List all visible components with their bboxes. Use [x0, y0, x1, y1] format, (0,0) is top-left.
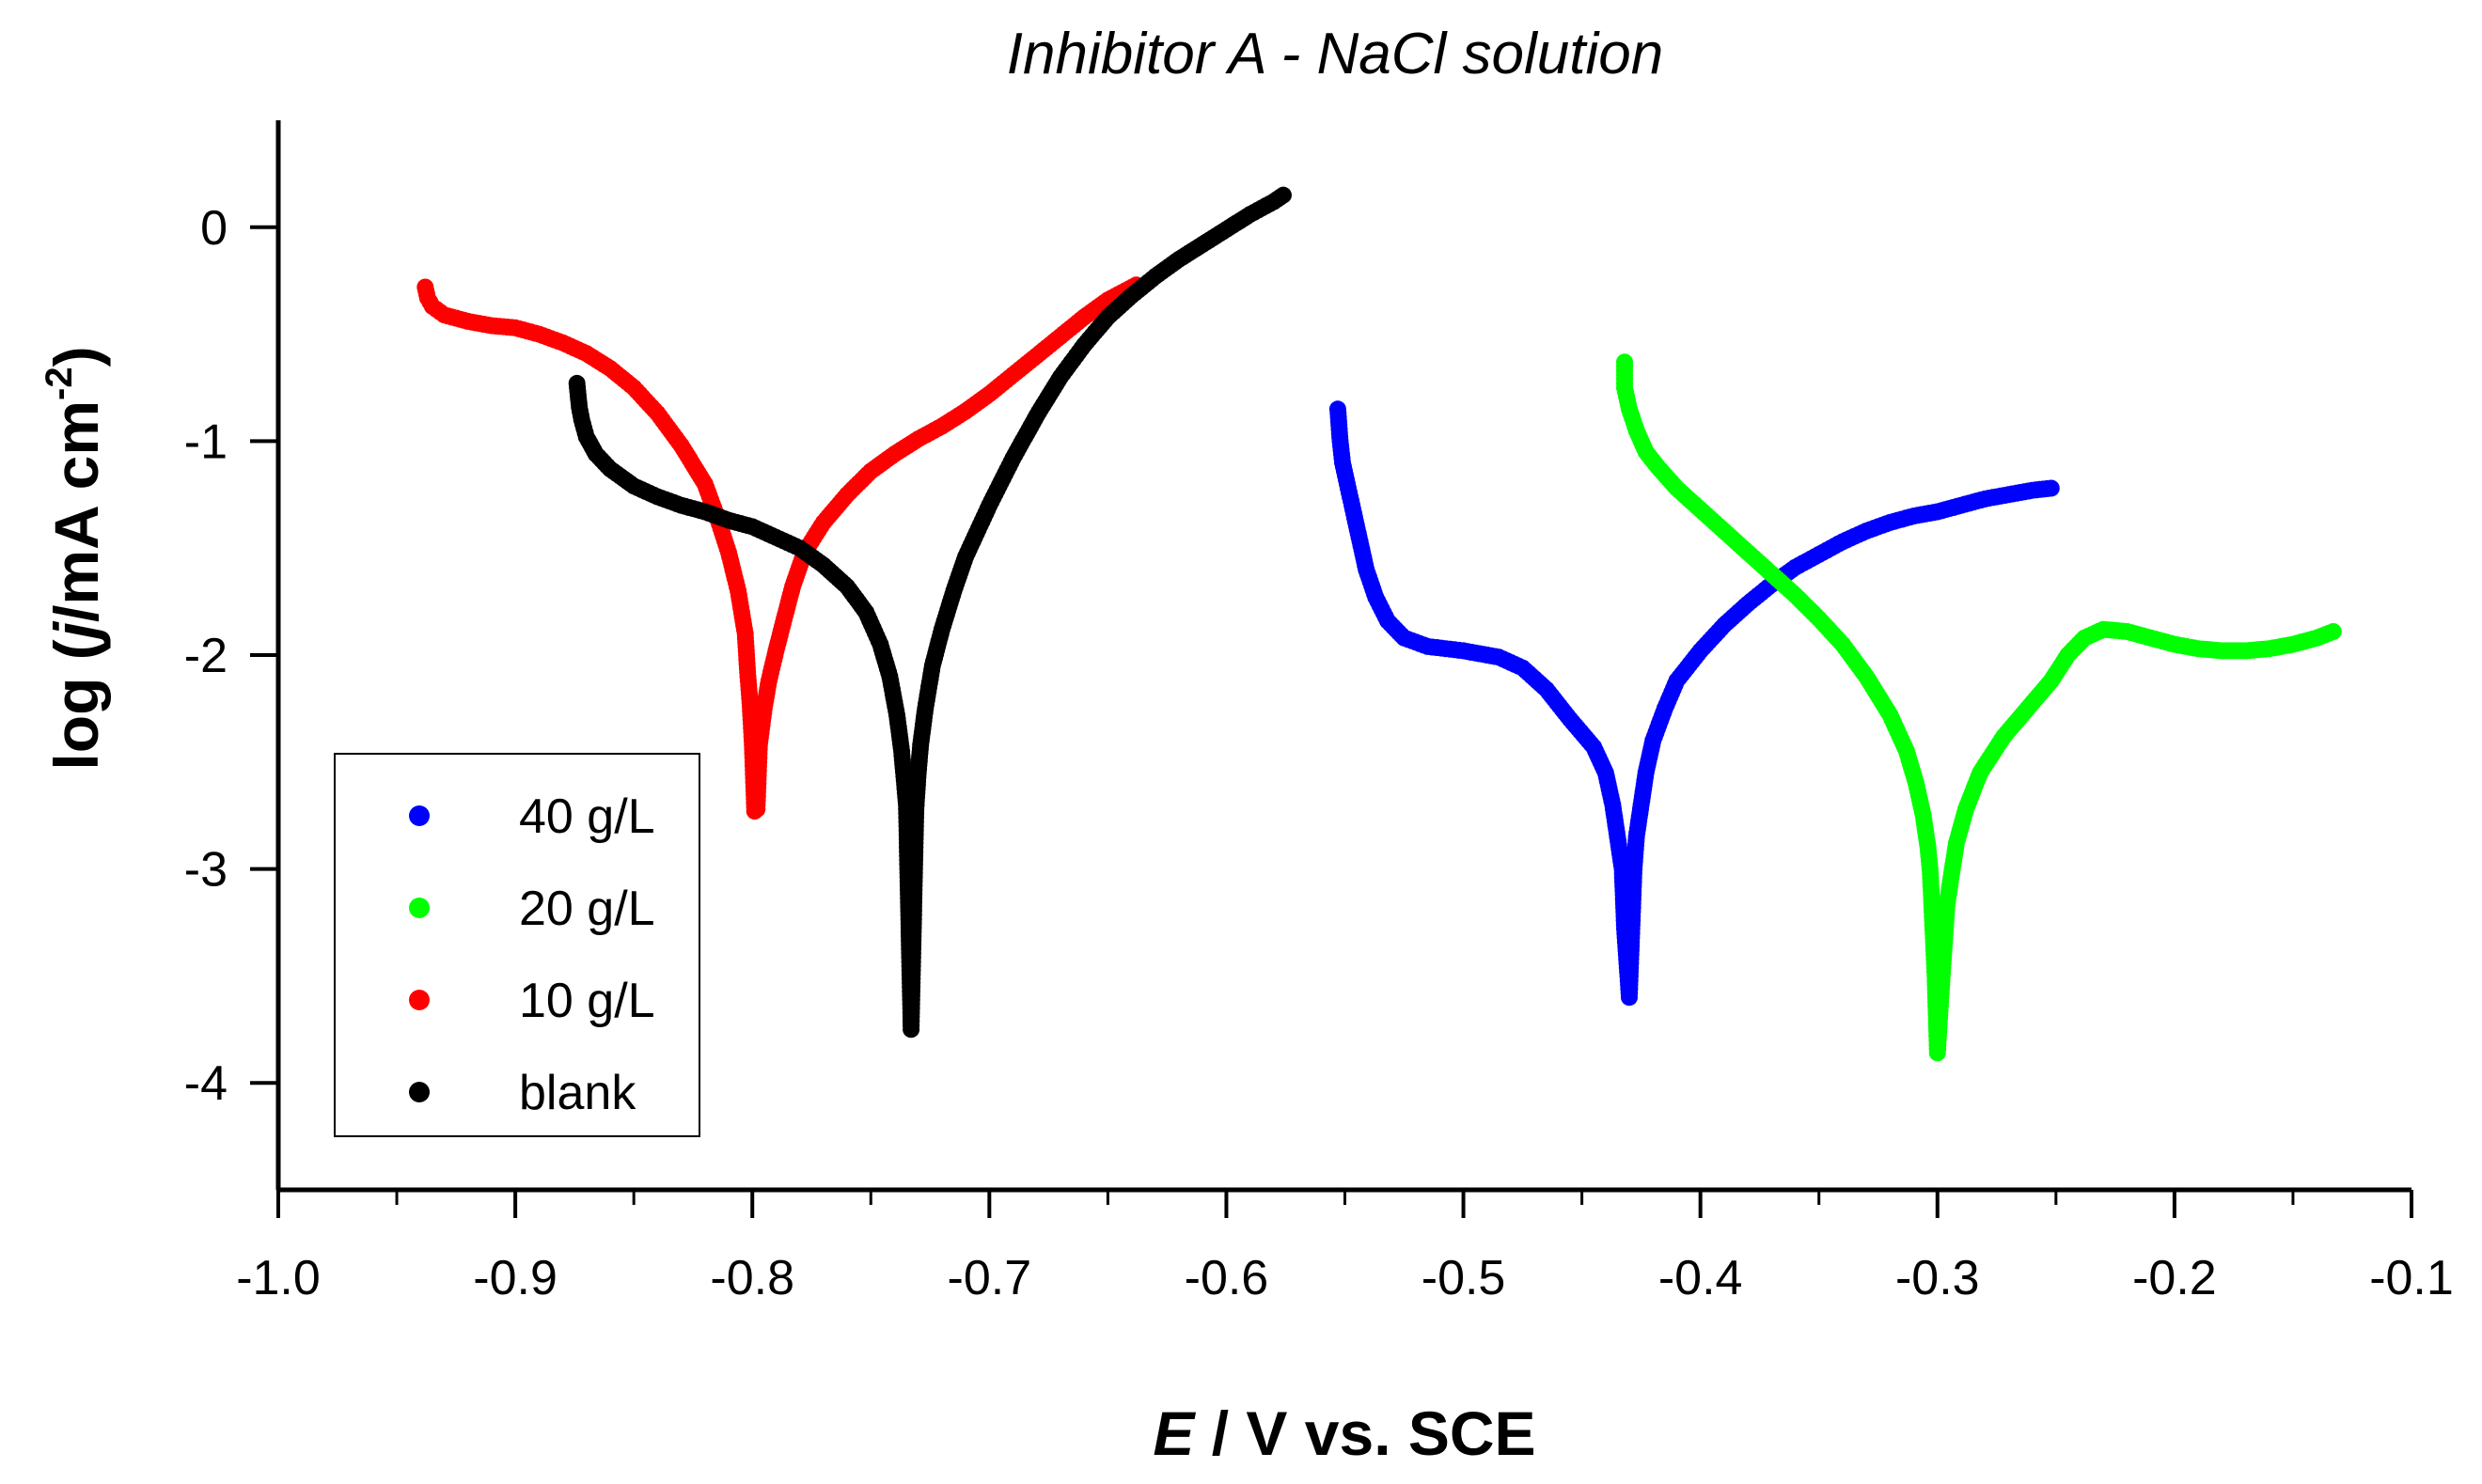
y-axis-title-middle: /mA cm — [41, 400, 111, 622]
data-point — [2042, 479, 2060, 497]
x-tick-label: -0.2 — [2132, 1251, 2217, 1305]
x-tick-label: -0.9 — [473, 1251, 558, 1305]
legend-marker — [409, 990, 430, 1010]
legend-label: 10 g/L — [519, 974, 655, 1028]
y-tick-label: 0 — [200, 201, 228, 256]
x-axis-title: E / V vs. SCE — [1153, 1398, 1535, 1468]
series-40-g-l — [1328, 400, 2060, 1007]
y-tick-label: -2 — [184, 629, 228, 683]
y-tick-label: -4 — [184, 1056, 228, 1111]
x-tick-label: -0.8 — [710, 1251, 794, 1305]
series-blank — [568, 186, 1292, 1039]
legend-label: 20 g/L — [519, 882, 655, 936]
legend-marker — [409, 1082, 430, 1102]
legend: 40 g/L 20 g/L 10 g/L blank — [334, 753, 700, 1137]
x-tick-label: -0.7 — [948, 1251, 1032, 1305]
x-axis-title-rest: / V vs. SCE — [1194, 1398, 1535, 1468]
y-axis-title-superscript: -2 — [39, 367, 80, 400]
legend-box — [334, 753, 700, 1137]
chart-title: Inhibitor A - NaCl solution — [1007, 22, 1663, 86]
legend-label: blank — [519, 1066, 636, 1120]
series-20-g-l — [1616, 353, 2342, 1062]
x-tick-label: -1.0 — [236, 1251, 321, 1305]
x-axis-ticks: -1.0 -0.9 -0.8 -0.7 -0.6 -0.5 -0.4 -0.3 -0.2 -0.1 — [236, 1190, 2454, 1305]
y-tick-label: -1 — [184, 414, 228, 469]
legend-marker — [409, 898, 430, 918]
y-axis-title-prefix: log ( — [41, 639, 111, 770]
data-point — [1274, 186, 1292, 204]
x-tick-label: -0.1 — [2369, 1251, 2454, 1305]
x-tick-label: -0.5 — [1422, 1251, 1506, 1305]
x-tick-label: -0.6 — [1185, 1251, 1269, 1305]
y-tick-label: -3 — [184, 843, 228, 898]
series-10-g-l — [416, 276, 1145, 820]
series-layer — [416, 186, 2342, 1062]
data-point — [2324, 622, 2342, 640]
y-axis-ticks: 0 -1 -2 -3 -4 — [184, 201, 278, 1111]
x-tick-label: -0.4 — [1658, 1251, 1743, 1305]
y-axis-title-suffix: ) — [41, 346, 111, 367]
x-tick-label: -0.3 — [1895, 1251, 1980, 1305]
x-axis-title-italic: E — [1153, 1398, 1196, 1468]
legend-label: 40 g/L — [519, 789, 655, 844]
series-line — [1624, 362, 2334, 1054]
y-axis-title: log (j/mA cm-2) — [39, 346, 111, 770]
legend-marker — [409, 805, 430, 826]
